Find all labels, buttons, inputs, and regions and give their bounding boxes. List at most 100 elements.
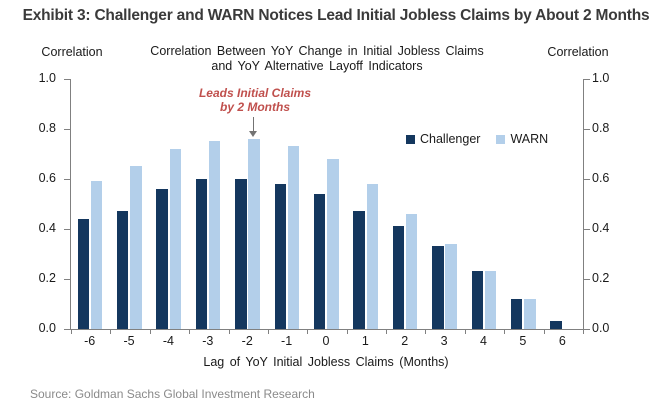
bar-challenger-5	[510, 299, 523, 329]
bar-challenger--2	[235, 179, 247, 329]
left-axis-unit-label: Correlation	[41, 45, 103, 59]
chart-title-line-1: Correlation Between YoY Change in Initia…	[150, 44, 484, 58]
bar-group--1	[268, 79, 307, 329]
y-tick-mark-lft-0.8	[64, 129, 70, 130]
x-tick-mark-5	[268, 330, 269, 334]
x-tick-label-5: 5	[519, 334, 527, 348]
y-tick-label-rgt-0.8: 0.8	[592, 121, 610, 135]
x-tick-label--1: -1	[281, 334, 293, 348]
plot-area	[64, 79, 590, 334]
legend-item-warn: WARN	[496, 132, 548, 146]
bar-warn--1	[287, 146, 300, 329]
annotation-line-2: by 2 Months	[219, 100, 290, 114]
x-tick-label-2: 2	[401, 334, 409, 348]
x-tick-mark-1	[110, 330, 111, 334]
exhibit-title: Exhibit 3: Challenger and WARN Notices L…	[22, 7, 650, 24]
bar-challenger-0	[313, 194, 326, 329]
y-tick-mark-lft-0.0	[64, 329, 70, 330]
source-line: Source: Goldman Sachs Global Investment …	[30, 387, 315, 401]
bar-group-4	[465, 79, 504, 329]
y-tick-mark-lft-0.4	[64, 229, 70, 230]
y-tick-label-lft-0.2: 0.2	[38, 271, 56, 285]
chart-title-line-2: and YoY Alternative Layoff Indicators	[211, 59, 423, 73]
bar-challenger-1	[353, 211, 365, 329]
bar-warn--4	[169, 149, 182, 329]
bar-warn-5	[524, 299, 536, 329]
x-tick-mark-11	[504, 330, 505, 334]
right-axis-unit-label: Correlation	[547, 45, 609, 59]
bar-challenger-4	[471, 271, 483, 329]
y-tick-label-lft-0.0: 0.0	[38, 321, 56, 335]
legend-item-challenger: Challenger	[406, 132, 480, 146]
x-tick-mark-0	[71, 330, 72, 334]
bar-warn-3	[445, 244, 457, 329]
annotation-arrow-line	[253, 117, 254, 132]
y-tick-label-rgt-0.2: 0.2	[592, 271, 610, 285]
bar-challenger-6	[550, 321, 562, 329]
bar-warn--2	[248, 139, 260, 329]
x-tick-mark-7	[347, 330, 348, 334]
x-tick-label--2: -2	[241, 334, 253, 348]
x-tick-mark-3	[189, 330, 190, 334]
bar-group--4	[150, 79, 189, 329]
x-tick-mark-6	[307, 330, 308, 334]
bar-warn-1	[366, 184, 378, 329]
bar-challenger-2	[392, 226, 405, 329]
y-tick-mark-rgt-0.6	[584, 179, 590, 180]
x-tick-mark-2	[150, 330, 151, 334]
bar-group-6	[544, 79, 583, 329]
y-tick-mark-lft-1.0	[64, 79, 70, 80]
y-tick-mark-lft-0.6	[64, 179, 70, 180]
legend-label-warn: WARN	[510, 132, 549, 146]
annotation-text: Leads Initial Claims by 2 Months	[155, 86, 355, 114]
y-tick-mark-rgt-0.2	[584, 279, 590, 280]
bar-challenger--4	[156, 189, 168, 329]
y-tick-label-lft-0.4: 0.4	[38, 221, 56, 235]
y-tick-label-rgt-0.0: 0.0	[592, 321, 610, 335]
y-tick-label-lft-1.0: 1.0	[38, 71, 56, 85]
bar-warn-0	[327, 159, 339, 329]
x-tick-mark-12	[544, 330, 545, 334]
x-tick-label--5: -5	[123, 334, 135, 348]
bar-group-0	[307, 79, 346, 329]
bar-group-3	[425, 79, 464, 329]
x-tick-mark-4	[229, 330, 230, 334]
bar-group--3	[189, 79, 228, 329]
y-tick-label-lft-0.6: 0.6	[38, 171, 56, 185]
x-tick-mark-9	[425, 330, 426, 334]
x-tick-label--4: -4	[162, 334, 175, 348]
x-tick-label-3: 3	[440, 334, 448, 348]
bar-group-2	[386, 79, 425, 329]
bar-group--5	[110, 79, 149, 329]
bar-warn-2	[405, 214, 418, 329]
x-tick-mark-8	[386, 330, 387, 334]
bar-group-1	[347, 79, 386, 329]
y-tick-label-lft-0.8: 0.8	[38, 121, 56, 135]
x-axis-title: Lag of YoY Initial Jobless Claims (Month…	[203, 355, 449, 369]
bar-challenger--5	[117, 211, 129, 329]
y-tick-label-rgt-0.6: 0.6	[592, 171, 610, 185]
y-tick-label-rgt-0.4: 0.4	[592, 221, 610, 235]
x-tick-label-1: 1	[361, 334, 369, 348]
y-tick-mark-rgt-0.0	[584, 329, 590, 330]
annotation-arrow-icon	[249, 131, 257, 137]
bar-warn--5	[130, 166, 142, 329]
bar-warn-4	[484, 271, 497, 329]
y-tick-mark-lft-0.2	[64, 279, 70, 280]
bar-challenger-3	[432, 246, 444, 329]
y-tick-mark-rgt-0.8	[584, 129, 590, 130]
x-tick-label-4: 4	[480, 334, 487, 348]
y-tick-mark-rgt-1.0	[584, 79, 590, 80]
x-tick-label--3: -3	[202, 334, 214, 348]
legend-swatch-challenger-icon	[406, 134, 415, 144]
bar-warn--3	[209, 141, 221, 329]
bar-challenger--6	[77, 219, 90, 329]
annotation-line-1: Leads Initial Claims	[198, 86, 312, 100]
legend-label-challenger: Challenger	[420, 132, 481, 146]
x-tick-mark-13	[583, 330, 584, 334]
x-tick-label-6: 6	[558, 334, 566, 348]
bar-challenger--3	[195, 179, 208, 329]
legend-swatch-warn-icon	[496, 134, 506, 144]
bar-group--6	[71, 79, 110, 329]
